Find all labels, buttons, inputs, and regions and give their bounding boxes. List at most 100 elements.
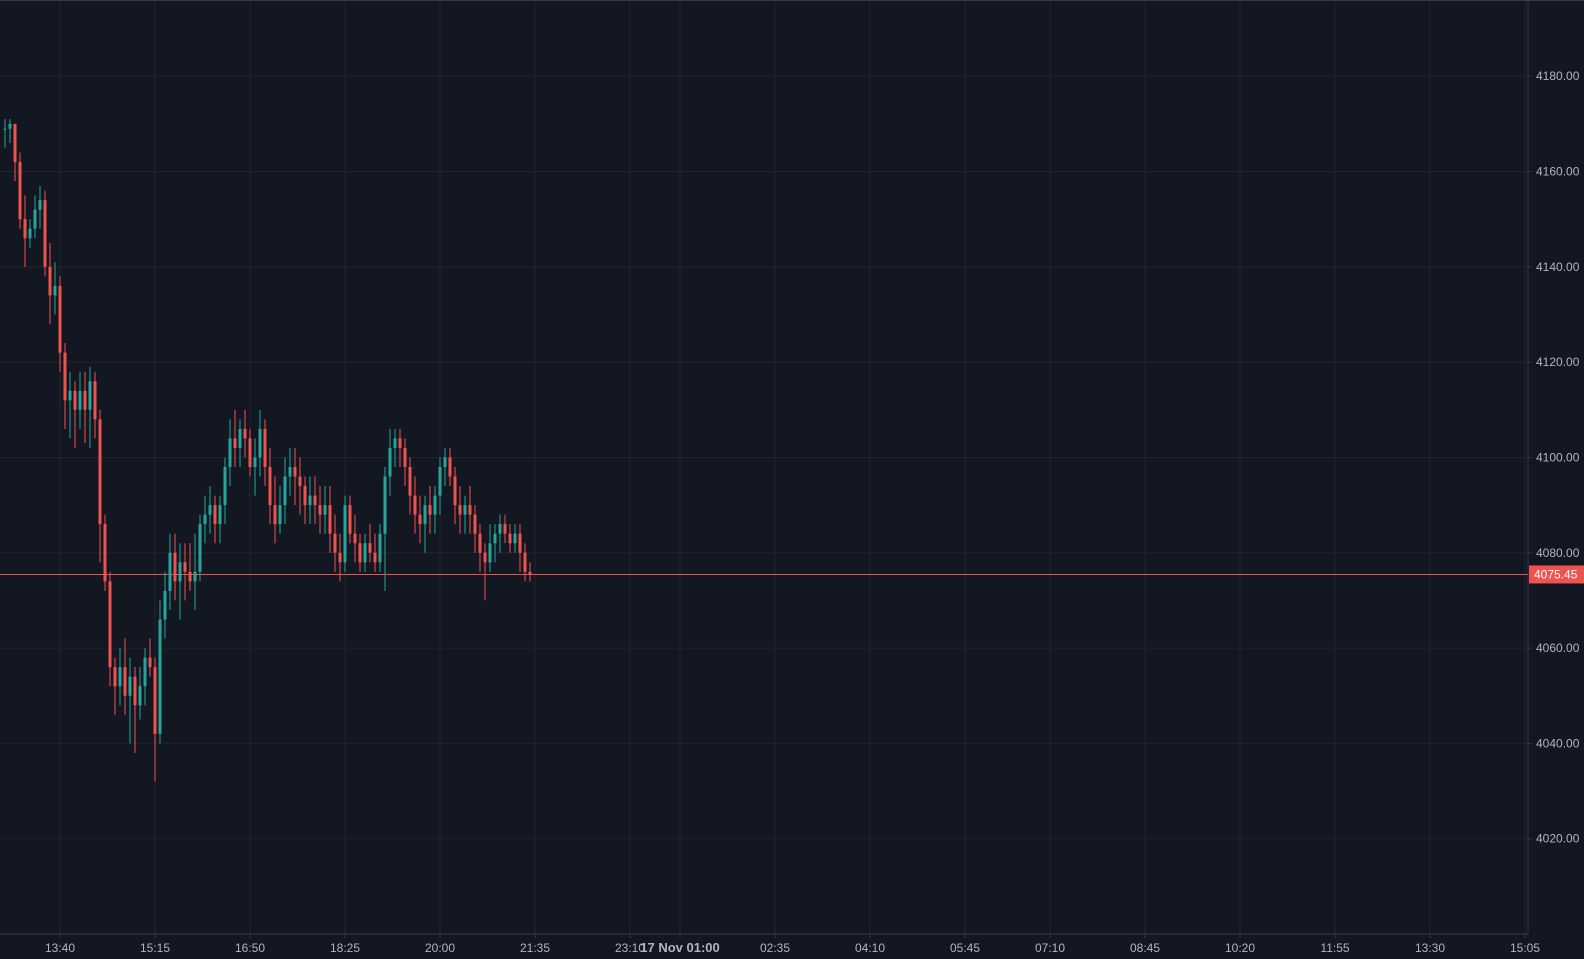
candle[interactable] xyxy=(103,514,107,591)
candle[interactable] xyxy=(488,524,492,572)
candle[interactable] xyxy=(48,243,52,325)
candle[interactable] xyxy=(293,447,297,506)
candle[interactable] xyxy=(273,476,277,544)
candle[interactable] xyxy=(268,447,272,525)
candle[interactable] xyxy=(8,119,12,143)
candle[interactable] xyxy=(208,486,212,534)
candle[interactable] xyxy=(148,638,152,677)
candle[interactable] xyxy=(443,447,447,487)
candle[interactable] xyxy=(73,381,77,448)
candle[interactable] xyxy=(308,476,312,525)
candle[interactable] xyxy=(233,409,237,467)
candle[interactable] xyxy=(493,524,497,563)
candle[interactable] xyxy=(328,486,332,553)
candle[interactable] xyxy=(163,571,167,639)
candle[interactable] xyxy=(483,543,487,601)
candle[interactable] xyxy=(158,600,162,744)
candle[interactable] xyxy=(93,371,97,439)
candle[interactable] xyxy=(283,457,287,525)
candle[interactable] xyxy=(318,486,322,534)
candle[interactable] xyxy=(423,495,427,553)
candle[interactable] xyxy=(38,185,42,229)
candle[interactable] xyxy=(343,495,347,572)
candle[interactable] xyxy=(403,438,407,487)
candle[interactable] xyxy=(53,262,57,315)
candle[interactable] xyxy=(58,276,62,372)
candle[interactable] xyxy=(18,152,22,229)
candle[interactable] xyxy=(413,476,417,534)
candle[interactable] xyxy=(118,648,122,706)
candle[interactable] xyxy=(188,543,192,591)
candle[interactable] xyxy=(523,543,527,582)
candle[interactable] xyxy=(278,486,282,534)
candle[interactable] xyxy=(508,524,512,553)
candle[interactable] xyxy=(373,533,377,572)
candle[interactable] xyxy=(113,657,117,715)
candle[interactable] xyxy=(513,524,517,553)
candle[interactable] xyxy=(428,486,432,534)
candle[interactable] xyxy=(133,667,137,753)
candle[interactable] xyxy=(528,562,532,582)
candle[interactable] xyxy=(468,486,472,534)
candle[interactable] xyxy=(298,457,302,515)
candle[interactable] xyxy=(418,495,422,544)
candle[interactable] xyxy=(463,495,467,534)
candle[interactable] xyxy=(518,524,522,572)
candle[interactable] xyxy=(458,486,462,534)
candle[interactable] xyxy=(243,409,247,458)
candle[interactable] xyxy=(43,190,47,277)
candle[interactable] xyxy=(88,366,92,448)
candle[interactable] xyxy=(368,524,372,563)
candle[interactable] xyxy=(108,571,112,687)
candle[interactable] xyxy=(78,371,82,429)
candle[interactable] xyxy=(323,486,327,534)
candle[interactable] xyxy=(353,514,357,563)
candle[interactable] xyxy=(218,495,222,544)
candle[interactable] xyxy=(173,533,177,601)
candle[interactable] xyxy=(178,543,182,620)
candle[interactable] xyxy=(143,648,147,706)
candle[interactable] xyxy=(193,533,197,610)
candle[interactable] xyxy=(153,657,157,782)
candle[interactable] xyxy=(453,467,457,525)
candle[interactable] xyxy=(388,428,392,496)
candle[interactable] xyxy=(248,428,252,477)
candle[interactable] xyxy=(203,495,207,544)
candle[interactable] xyxy=(393,428,397,467)
candle[interactable] xyxy=(408,457,412,515)
candle[interactable] xyxy=(378,524,382,572)
candle[interactable] xyxy=(398,428,402,467)
candle[interactable] xyxy=(348,495,352,544)
candle[interactable] xyxy=(3,119,7,148)
candle[interactable] xyxy=(313,476,317,525)
candle[interactable] xyxy=(28,219,32,248)
candle[interactable] xyxy=(253,438,257,496)
candle[interactable] xyxy=(438,457,442,515)
candle[interactable] xyxy=(473,505,477,553)
candle[interactable] xyxy=(358,533,362,572)
candle[interactable] xyxy=(213,495,217,544)
candle[interactable] xyxy=(263,419,267,487)
candle[interactable] xyxy=(503,514,507,544)
candle[interactable] xyxy=(138,667,142,720)
candle[interactable] xyxy=(363,533,367,572)
candle[interactable] xyxy=(448,447,452,487)
candle[interactable] xyxy=(498,514,502,553)
candle[interactable] xyxy=(13,123,17,182)
candles[interactable] xyxy=(3,119,532,782)
candle[interactable] xyxy=(128,657,132,744)
candle[interactable] xyxy=(288,447,292,496)
candle[interactable] xyxy=(68,371,72,439)
candle[interactable] xyxy=(433,486,437,534)
candle[interactable] xyxy=(258,409,262,477)
candle[interactable] xyxy=(333,514,337,572)
candle[interactable] xyxy=(183,543,187,601)
candle[interactable] xyxy=(33,195,37,239)
candle[interactable] xyxy=(223,457,227,525)
candle[interactable] xyxy=(383,467,387,591)
candle[interactable] xyxy=(23,195,27,267)
candle[interactable] xyxy=(303,476,307,525)
candle[interactable] xyxy=(478,524,482,572)
